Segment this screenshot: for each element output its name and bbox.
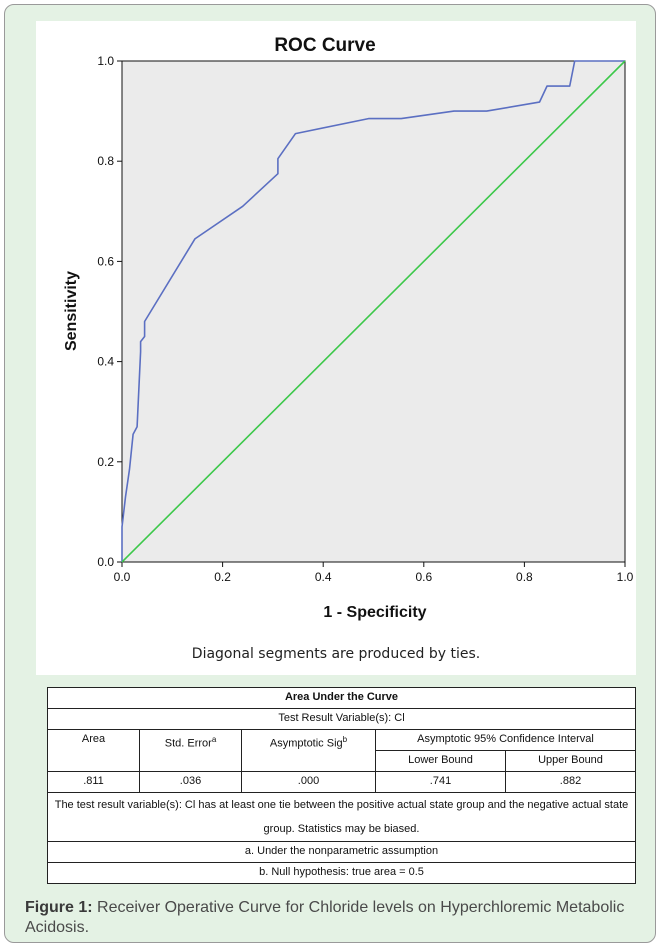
figure-caption-label: Figure 1:	[25, 899, 93, 916]
roc-chart-svg: ROC Curve 0.00.20.40.60.81.0 0.0 0.2 0.4 0.…	[63, 35, 634, 662]
y-tick-label: 0.0	[97, 555, 114, 569]
x-tick-label: 0.2	[214, 570, 231, 584]
header-lower-bound: Lower Bound	[375, 750, 506, 772]
x-tick-label: 1.0	[617, 570, 634, 584]
reference-diagonal-line	[121, 60, 626, 563]
cell-std-error: .036	[139, 771, 242, 793]
cell-asymptotic-sig: .000	[241, 771, 376, 793]
y-axis: 0.0 0.2 0.4 0.6 0.8 1.0	[97, 54, 122, 569]
figure-panel: ROC Curve 0.0 0.2 0.4 0.6 0.8 1.0 0.0 0.2 0.4 0.…	[4, 4, 656, 943]
chart-title: ROC Curve	[274, 35, 375, 56]
header-std-error-footnote-mark: a	[211, 735, 217, 744]
series-layer	[121, 60, 626, 563]
header-area: Area	[47, 729, 140, 772]
header-asymptotic-sig: Asymptotic Sigb	[241, 729, 376, 772]
x-axis: 0.0 0.2 0.4 0.6 0.8 1.0	[114, 562, 634, 584]
header-asymptotic-sig-footnote-mark: b	[342, 735, 348, 744]
header-upper-bound: Upper Bound	[504, 750, 637, 772]
y-tick-label: 1.0	[97, 54, 114, 68]
table-row: .811 .036 .000 .741 .882	[47, 771, 637, 793]
x-tick-label: 0.8	[516, 570, 533, 584]
x-tick-label: 0.6	[415, 570, 432, 584]
cell-lower-bound: .741	[375, 771, 506, 793]
y-tick-label: 0.8	[97, 154, 114, 168]
header-std-error: Std. Errora	[139, 729, 242, 772]
figure-caption-text: Receiver Operative Curve for Chloride le…	[25, 899, 625, 936]
x-tick-label: 0.0	[114, 570, 131, 584]
roc-curve-line	[121, 60, 625, 562]
y-axis-label: Sensitivity	[63, 271, 80, 351]
figure-caption: Figure 1: Receiver Operative Curve for C…	[25, 898, 645, 938]
y-tick-label: 0.6	[97, 254, 114, 268]
table-title: Area Under the Curve	[46, 687, 637, 709]
y-tick-label: 0.4	[97, 355, 114, 369]
y-tick-label: 0.2	[97, 455, 114, 469]
auc-table: Area Under the Curve Test Result Variabl…	[46, 687, 637, 884]
cell-upper-bound: .882	[504, 771, 637, 793]
table-subtitle: Test Result Variable(s): Cl	[46, 708, 637, 730]
chart-note: Diagonal segments are produced by ties.	[192, 646, 480, 662]
header-confidence-interval: Asymptotic 95% Confidence Interval	[374, 729, 637, 751]
x-axis-label: 1 - Specificity	[323, 604, 426, 621]
x-tick-label: 0.4	[315, 570, 332, 584]
table-footnote-ties: The test result variable(s): Cl has at l…	[46, 792, 637, 842]
roc-chart: ROC Curve 0.0 0.2 0.4 0.6 0.8 1.0 0.0 0.2 0.4 0.…	[36, 21, 636, 675]
cell-area: .811	[47, 771, 140, 793]
table-footnote-b: b. Null hypothesis: true area = 0.5	[46, 862, 637, 884]
table-footnote-a: a. Under the nonparametric assumption	[46, 841, 637, 863]
